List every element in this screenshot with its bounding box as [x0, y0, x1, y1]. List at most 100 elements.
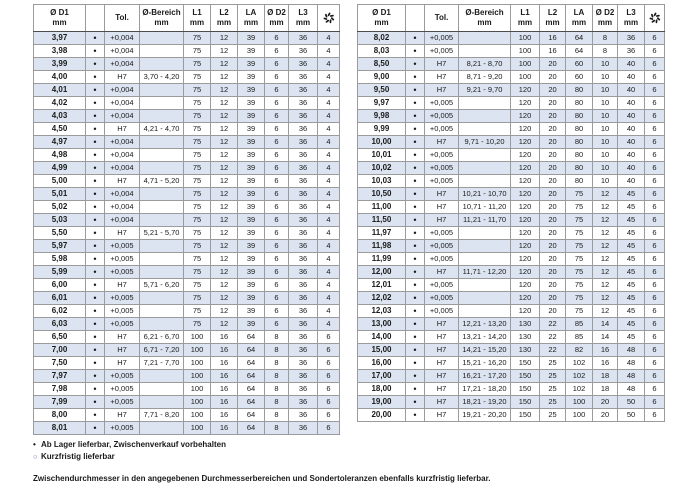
cell-availability: •: [405, 200, 425, 214]
cell-l1: 120: [510, 278, 540, 292]
cell-flutes: 4: [317, 161, 340, 175]
cell-l3: 45: [617, 213, 645, 227]
column-header-l3: L3 mm: [288, 4, 318, 32]
cell-d1: 6,02: [33, 304, 86, 318]
cell-l1: 130: [510, 330, 540, 344]
column-header-l1: L1 mm: [510, 4, 540, 32]
cell-flutes: 4: [317, 317, 340, 331]
cell-d2: 12: [592, 226, 618, 240]
cell-l1: 120: [510, 83, 540, 97]
column-header-d1: Ø D1 mm: [33, 4, 86, 32]
cell-d1: 3,97: [33, 31, 86, 45]
cell-d1: 10,50: [357, 187, 406, 201]
cell-flutes: 6: [644, 200, 665, 214]
cell-d2: 10: [592, 109, 618, 123]
cell-l3: 36: [288, 239, 318, 253]
cell-d1: 4,03: [33, 109, 86, 123]
cell-l2: 20: [539, 96, 566, 110]
cell-availability: •: [85, 109, 105, 123]
cell-d2: 6: [264, 291, 289, 305]
filled-dot-icon: •: [33, 440, 36, 449]
cell-flutes: 4: [317, 226, 340, 240]
cell-bereich: [139, 252, 184, 266]
cell-bereich: [139, 317, 184, 331]
cell-bereich: 16,21 - 17,20: [458, 369, 511, 383]
cell-l2: 12: [210, 44, 238, 58]
cell-l3: 36: [288, 330, 318, 344]
cell-tol: H7: [424, 382, 459, 396]
cell-bereich: 19,21 - 20,20: [458, 408, 511, 422]
cell-la: 39: [237, 252, 265, 266]
cell-availability: •: [85, 213, 105, 227]
cell-l2: 12: [210, 291, 238, 305]
cell-availability: •: [405, 213, 425, 227]
cell-availability: •: [405, 70, 425, 84]
cell-d1: 5,50: [33, 226, 86, 240]
cell-l3: 45: [617, 252, 645, 266]
cell-la: 39: [237, 83, 265, 97]
cell-d1: 11,98: [357, 239, 406, 253]
cell-flutes: 6: [644, 382, 665, 396]
cell-l2: 20: [539, 291, 566, 305]
cell-l1: 75: [183, 70, 211, 84]
cell-l3: 45: [617, 304, 645, 318]
cell-l1: 150: [510, 356, 540, 370]
cell-l3: 45: [617, 226, 645, 240]
column-header-tol: Tol.: [424, 4, 459, 32]
cell-l1: 100: [183, 343, 211, 357]
cell-availability: •: [405, 252, 425, 266]
cell-l2: 12: [210, 174, 238, 188]
cell-d1: 8,00: [33, 408, 86, 422]
cell-d2: 10: [592, 57, 618, 71]
table-row: 9,97 • +0,005 120 20 80 10 40 6: [357, 96, 665, 110]
table-row: 14,00 • H7 13,21 - 14,20 130 22 85 14 45 6: [357, 330, 665, 344]
cell-l2: 16: [210, 356, 238, 370]
cell-la: 75: [565, 213, 593, 227]
cell-l3: 48: [617, 369, 645, 383]
cell-flutes: 6: [317, 382, 340, 396]
cell-l3: 36: [288, 291, 318, 305]
cell-l2: 20: [539, 148, 566, 162]
table-row: 7,99 • +0,005 100 16 64 8 36 6: [33, 395, 340, 409]
table-row: 20,00 • H7 19,21 - 20,20 150 25 100 20 50 6: [357, 408, 665, 422]
cell-l3: 36: [288, 421, 318, 435]
cell-tol: +0,004: [104, 135, 140, 149]
cell-la: 39: [237, 135, 265, 149]
cell-l3: 36: [288, 356, 318, 370]
cell-bereich: 11,21 - 11,70: [458, 213, 511, 227]
cell-d2: 8: [264, 382, 289, 396]
cell-tol: +0,005: [104, 421, 140, 435]
cell-l3: 50: [617, 408, 645, 422]
cell-la: 64: [237, 330, 265, 344]
cell-l2: 25: [539, 395, 566, 409]
cell-flutes: 6: [644, 109, 665, 123]
cell-availability: •: [405, 122, 425, 136]
cell-availability: •: [85, 382, 105, 396]
cell-tol: H7: [424, 200, 459, 214]
cell-la: 102: [565, 369, 593, 383]
cell-bereich: 9,71 - 10,20: [458, 135, 511, 149]
cell-bereich: [139, 421, 184, 435]
cell-l1: 75: [183, 187, 211, 201]
cell-flutes: 6: [644, 252, 665, 266]
cell-tol: H7: [424, 369, 459, 383]
cell-la: 75: [565, 200, 593, 214]
cell-availability: •: [85, 57, 105, 71]
cell-l2: 12: [210, 31, 238, 45]
cell-d1: 10,03: [357, 174, 406, 188]
cell-d2: 6: [264, 265, 289, 279]
table-row: 12,02 • +0,005 120 20 75 12 45 6: [357, 291, 665, 305]
cell-tol: H7: [424, 57, 459, 71]
table-row: 10,50 • H7 10,21 - 10,70 120 20 75 12 45 6: [357, 187, 665, 201]
cell-l3: 36: [288, 278, 318, 292]
cell-l3: 45: [617, 291, 645, 305]
cell-flutes: 6: [317, 421, 340, 435]
cell-flutes: 4: [317, 304, 340, 318]
cell-l1: 120: [510, 135, 540, 149]
cell-d1: 4,00: [33, 70, 86, 84]
table-row: 5,03 • +0,004 75 12 39 6 36 4: [33, 213, 340, 227]
cell-availability: •: [405, 408, 425, 422]
cell-availability: •: [405, 382, 425, 396]
cell-bereich: 10,71 - 11,20: [458, 200, 511, 214]
cell-tol: +0,004: [104, 31, 140, 45]
